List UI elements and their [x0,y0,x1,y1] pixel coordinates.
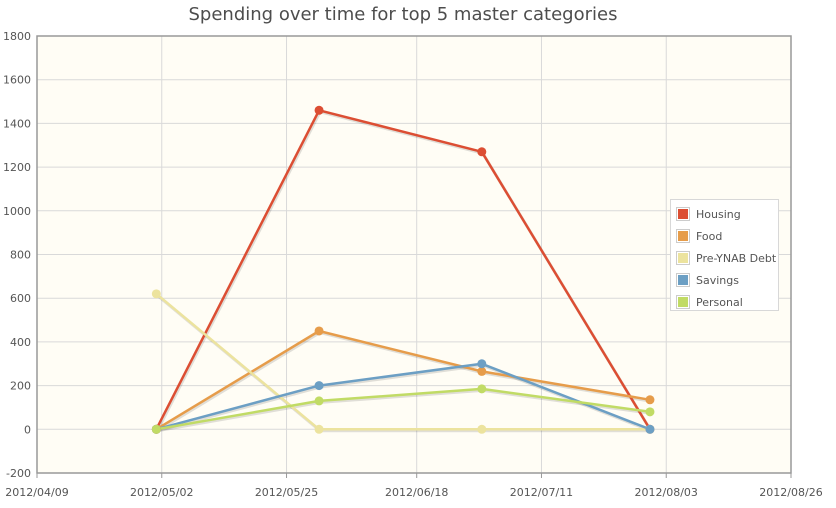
legend-item[interactable]: Housing [671,203,778,225]
series-line-personal [156,387,651,431]
y-axis-tick-labels: -200 0 200 400 600 800 1000 1200 1400 1600 1800 [3,30,31,480]
data-point[interactable] [477,359,487,369]
series-line-housing [155,109,652,430]
series-line-food [155,329,651,431]
x-tick-label: 2012/07/11 [510,486,573,499]
data-point[interactable] [645,395,655,405]
series-lines [155,109,652,431]
y-tick-label: 1600 [3,74,31,87]
data-point[interactable] [314,396,324,406]
x-tick-label: 2012/08/26 [759,486,822,499]
x-tick-label: 2012/06/18 [385,486,448,499]
series-line-savings [155,362,651,431]
data-point[interactable] [151,289,161,299]
data-point[interactable] [314,381,324,391]
data-point[interactable] [645,424,655,434]
data-point[interactable] [314,105,324,115]
legend-label: Savings [696,273,739,287]
legend-swatch [676,229,690,243]
legend-label: Pre-YNAB Debt [696,251,777,265]
chart-legend: Housing Food Pre-YNAB Debt Savings Personal [670,199,779,311]
legend-label: Housing [696,207,741,221]
y-tick-label: 1000 [3,205,31,218]
y-tick-label: 1400 [3,117,31,130]
series-points [151,105,655,434]
data-point[interactable] [645,407,655,417]
y-tick-label: 400 [10,336,31,349]
data-point[interactable] [477,424,487,434]
data-point[interactable] [477,147,487,157]
data-point[interactable] [151,424,161,434]
legend-item[interactable]: Savings [671,269,778,291]
y-tick-label: 0 [24,423,31,436]
legend-item[interactable]: Food [671,225,778,247]
y-tick-label: 600 [10,292,31,305]
data-point[interactable] [314,424,324,434]
y-tick-label: 800 [10,249,31,262]
y-tick-label: 1800 [3,30,31,43]
data-point[interactable] [477,384,487,394]
y-tick-label: 1200 [3,161,31,174]
legend-item[interactable]: Pre-YNAB Debt [671,247,778,269]
y-tick-label: 200 [10,380,31,393]
x-tick-label: 2012/05/02 [130,486,193,499]
x-axis-tick-labels: 2012/04/09 2012/05/02 2012/05/25 2012/06/18… [5,486,822,499]
legend-swatch [676,273,690,287]
x-tick-label: 2012/08/03 [635,486,698,499]
x-tick-label: 2012/04/09 [5,486,68,499]
data-point[interactable] [314,326,324,336]
legend-swatch [676,251,690,265]
series-shadow-4 [157,388,652,433]
plot-border [36,35,792,474]
series-line-pre-ynab-debt [155,292,650,431]
chart-title: Spending over time for top 5 master cate… [188,4,618,25]
x-tick-label: 2012/05/25 [255,486,318,499]
legend-label: Personal [696,295,743,309]
y-tick-label: -200 [6,467,31,480]
legend-item[interactable]: Personal [671,291,778,313]
legend-swatch [676,295,690,309]
legend-swatch [676,207,690,221]
legend-label: Food [696,229,723,243]
axes [36,35,792,478]
data-point[interactable] [477,366,487,376]
